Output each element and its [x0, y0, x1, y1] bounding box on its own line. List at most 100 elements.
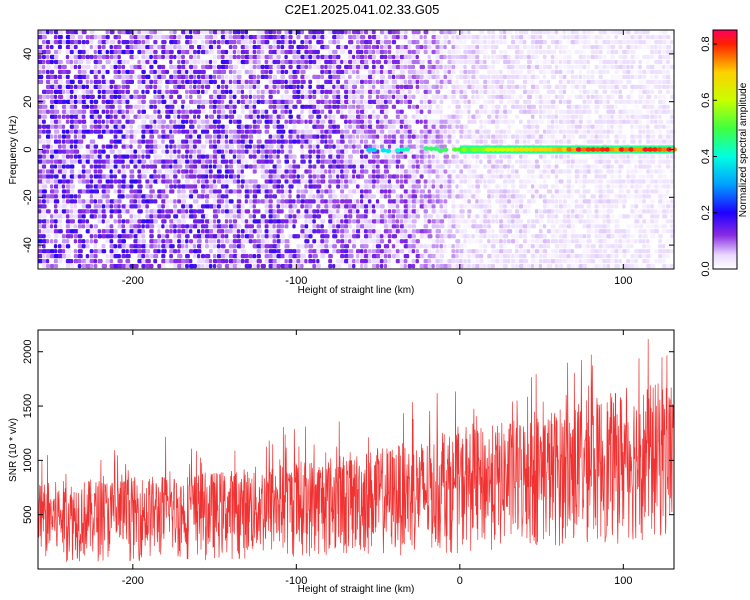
heatmap-cell	[522, 79, 528, 85]
heatmap-cell	[117, 44, 122, 50]
heatmap-cell	[542, 74, 547, 80]
heatmap-cell	[212, 199, 219, 204]
heatmap-cell	[248, 189, 253, 194]
heatmap-cell	[125, 159, 130, 164]
heatmap-cell	[296, 249, 301, 254]
heatmap-cell	[371, 79, 376, 85]
heatmap-cell	[189, 239, 194, 244]
heatmap-cell	[499, 224, 505, 229]
heatmap-cell	[208, 229, 214, 234]
heatmap-cell	[411, 69, 417, 75]
heatmap-cell	[93, 264, 98, 269]
heatmap-cell	[356, 124, 361, 129]
heatmap-cell	[204, 174, 209, 179]
heatmap-cell	[336, 249, 341, 254]
heatmap-cell	[447, 234, 452, 239]
heatmap-cell	[538, 109, 544, 114]
heatmap-cell	[491, 84, 495, 89]
heatmap-cell	[65, 194, 71, 199]
heatmap-cell	[240, 89, 245, 94]
heatmap-cell	[89, 34, 95, 40]
heatmap-cell	[38, 149, 43, 154]
heatmap-cell	[288, 49, 293, 55]
heatmap-cell	[45, 219, 50, 224]
heatmap-cell	[383, 79, 389, 85]
heatmap-cell	[467, 74, 471, 80]
heatmap-cell	[161, 249, 167, 254]
heatmap-cell	[288, 134, 293, 139]
heatmap-cell	[320, 169, 325, 174]
heatmap-cell	[141, 159, 147, 164]
heatmap-cell	[431, 69, 435, 75]
heatmap-cell	[256, 124, 260, 129]
heatmap-cell	[328, 84, 332, 89]
heatmap-cell	[41, 104, 48, 109]
heatmap-cell	[503, 89, 507, 94]
heatmap-cell	[53, 34, 58, 40]
heatmap-cell	[332, 69, 337, 75]
heatmap-cell	[137, 244, 142, 249]
heatmap-cell	[511, 224, 516, 229]
heatmap-cell	[451, 199, 456, 204]
heatmap-cell	[503, 204, 507, 209]
heatmap-cell	[518, 69, 523, 75]
heatmap-cell	[487, 224, 491, 229]
heatmap-cell	[41, 254, 46, 259]
heatmap-cell	[435, 219, 441, 224]
heatmap-cell	[336, 44, 341, 50]
heatmap-cell	[216, 159, 222, 164]
heatmap-cell	[423, 179, 428, 184]
heatmap-cell	[81, 94, 86, 99]
heatmap-cell	[463, 199, 467, 204]
heatmap-cell	[129, 219, 134, 224]
heatmap-cell	[113, 229, 118, 234]
heatmap-cell	[371, 174, 376, 179]
heatmap-cell	[81, 159, 87, 164]
heatmap-cell	[89, 214, 95, 219]
heatmap-cell	[244, 69, 250, 75]
heatmap-cell	[101, 34, 106, 40]
heatmap-cell	[403, 30, 408, 35]
heatmap-cell	[518, 234, 523, 239]
heatmap-cell	[324, 199, 328, 204]
heatmap-cell	[491, 249, 496, 254]
heatmap-cell	[352, 164, 356, 169]
heatmap-cell	[212, 139, 217, 144]
heatmap-cell	[399, 199, 405, 204]
heatmap-cell	[411, 164, 416, 169]
heatmap-cell	[423, 214, 428, 219]
heatmap-cell	[415, 74, 421, 80]
heatmap-cell	[189, 144, 195, 149]
heatmap-cell	[121, 109, 125, 114]
heatmap-cell	[431, 264, 435, 269]
heatmap-cell	[264, 59, 269, 65]
heatmap-cell	[284, 219, 289, 224]
heatmap-cell	[367, 84, 372, 89]
heatmap-cell	[153, 114, 157, 119]
heatmap-cell	[169, 179, 173, 184]
heatmap-cell	[89, 39, 94, 45]
heatmap-cell	[65, 199, 71, 204]
heatmap-cell	[542, 84, 548, 89]
heatmap-cell	[467, 109, 471, 114]
heatmap-cell	[459, 30, 465, 35]
heatmap-cell	[495, 109, 500, 114]
heatmap-cell	[49, 109, 56, 114]
heatmap-cell	[511, 189, 516, 194]
heatmap-cell	[272, 204, 278, 209]
heatmap-cell	[69, 204, 74, 209]
heatmap-cell	[45, 89, 51, 94]
heatmap-cell	[145, 79, 151, 85]
heatmap-cell	[375, 114, 381, 119]
heatmap-cell	[324, 79, 330, 85]
heatmap-cell	[336, 59, 341, 65]
heatmap-cell	[276, 199, 281, 204]
heatmap-cell	[185, 179, 190, 184]
heatmap-cell	[173, 119, 177, 124]
heatmap-cell	[224, 84, 229, 89]
heatmap-cell	[427, 89, 432, 94]
heatmap-cell	[77, 239, 83, 244]
heatmap-cell	[391, 84, 396, 89]
heatmap-cell	[522, 134, 528, 139]
heatmap-cell	[316, 109, 321, 114]
